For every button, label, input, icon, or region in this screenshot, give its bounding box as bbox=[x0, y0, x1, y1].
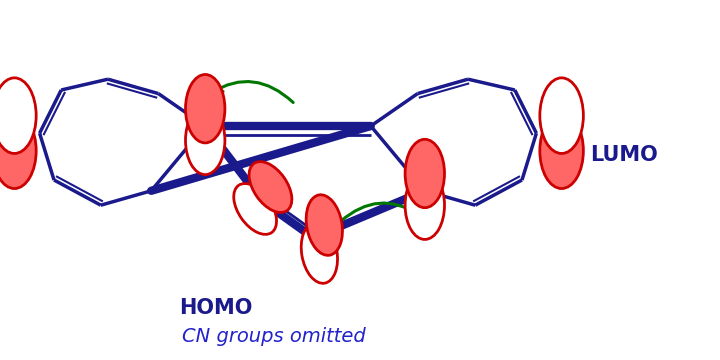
Ellipse shape bbox=[186, 106, 225, 175]
Ellipse shape bbox=[540, 113, 583, 189]
Text: LUMO: LUMO bbox=[590, 145, 658, 165]
Ellipse shape bbox=[540, 78, 583, 153]
Ellipse shape bbox=[0, 78, 36, 153]
Ellipse shape bbox=[0, 113, 36, 189]
Ellipse shape bbox=[186, 75, 225, 143]
Ellipse shape bbox=[405, 139, 444, 208]
Ellipse shape bbox=[301, 223, 338, 283]
Ellipse shape bbox=[249, 162, 292, 212]
Ellipse shape bbox=[306, 195, 343, 255]
Text: CN groups omitted: CN groups omitted bbox=[181, 328, 366, 346]
Ellipse shape bbox=[405, 171, 444, 239]
Text: HOMO: HOMO bbox=[179, 298, 253, 318]
Ellipse shape bbox=[234, 184, 276, 234]
